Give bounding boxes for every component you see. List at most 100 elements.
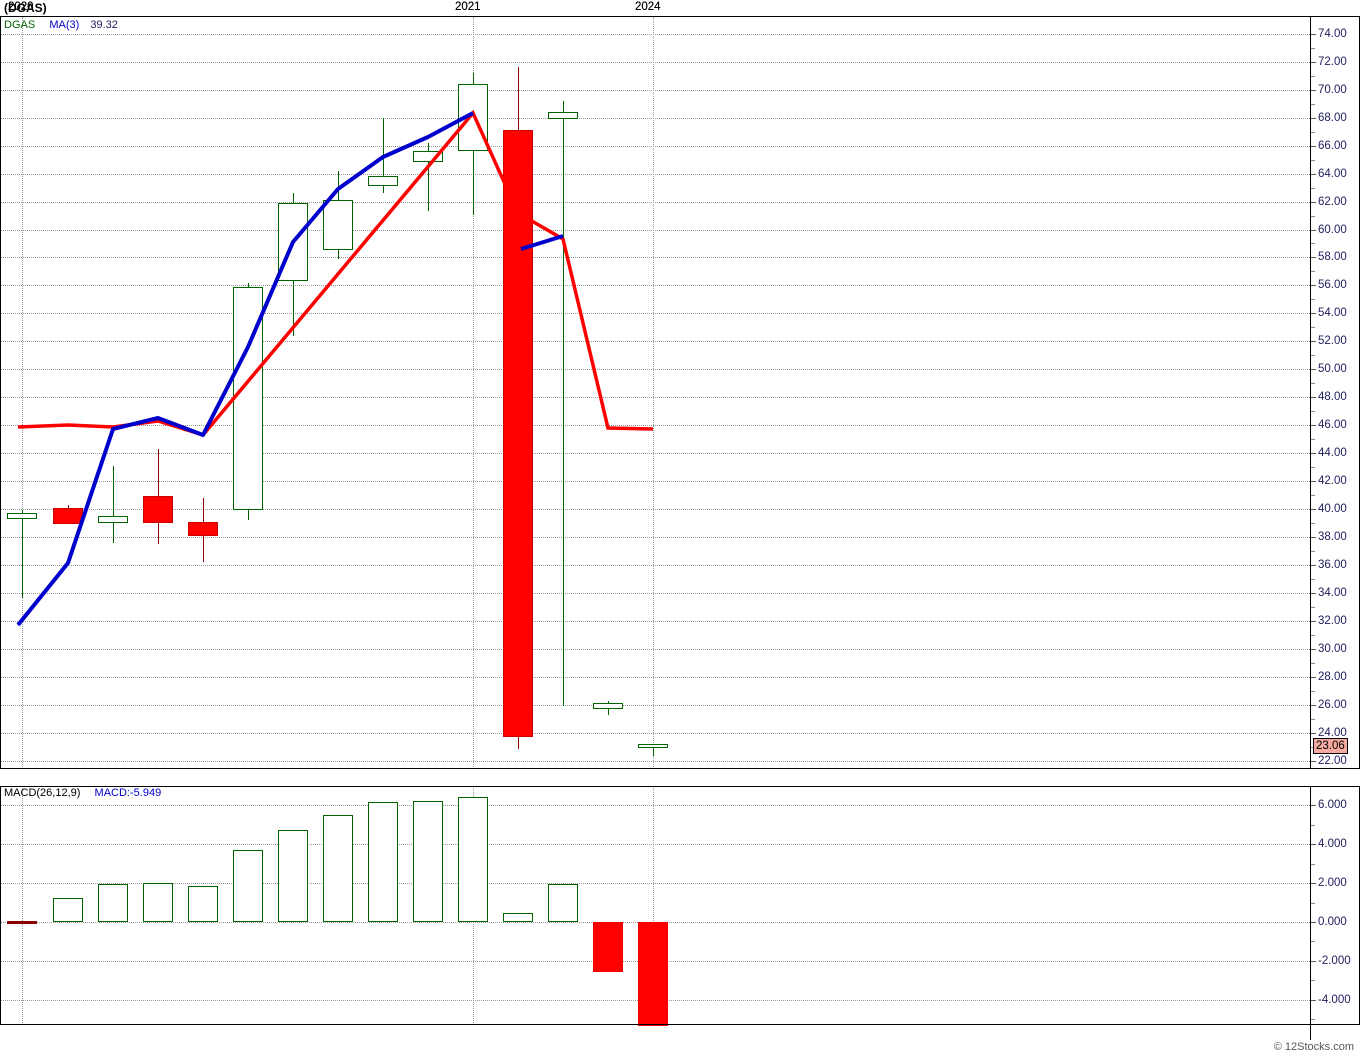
price-gridline: [0, 145, 1310, 147]
macd-axis-minor-tick: [1311, 863, 1315, 865]
price-axis-minor-tick: [1311, 606, 1315, 608]
price-axis-tick: [1311, 33, 1316, 35]
price-axis-tick: [1311, 145, 1316, 147]
price-frame-left: [0, 17, 1, 769]
price-frame-bottom: [0, 768, 1360, 769]
price-axis-label: 70.00: [1318, 83, 1347, 96]
title-bar: (DGAS): [0, 0, 1360, 17]
footer: © 12Stocks.com: [0, 1041, 1360, 1056]
price-axis-tick: [1311, 760, 1316, 762]
macd-histogram-bar: [548, 884, 578, 922]
date-axis-macd-label: 2024: [635, 1, 661, 13]
price-axis-tick: [1311, 341, 1316, 343]
legend-symbol: DGAS: [4, 19, 36, 31]
candle-body: [593, 703, 623, 709]
price-axis-tick: [1311, 173, 1316, 175]
price-axis-tick: [1311, 89, 1316, 91]
macd-axis-minor-tick: [1311, 902, 1315, 904]
price-axis-label: 56.00: [1318, 279, 1347, 292]
price-axis-label: 58.00: [1318, 251, 1347, 264]
price-overlays: [16, 109, 654, 627]
page-title: (DGAS): [4, 1, 47, 15]
macd-gridline: [0, 844, 1310, 846]
price-gridline: [0, 425, 1310, 427]
candle-body: [548, 112, 578, 119]
price-axis-label: 38.00: [1318, 531, 1347, 543]
legend-ma-label: MA(3): [49, 19, 80, 31]
price-axis-minor-tick: [1311, 299, 1315, 301]
price-gridline: [0, 313, 1310, 315]
macd-histogram-bar: [503, 913, 533, 922]
price-chart-panel: DGAS MA(3) 39.32 74.00 72.00 70.00 68.00 66.…: [0, 17, 1360, 769]
candle-body: [503, 130, 533, 737]
price-axis-tick: [1311, 564, 1316, 566]
price-axis-minor-tick: [1311, 327, 1315, 329]
legend-macd-indicator: MACD(26,12,9): [4, 787, 81, 799]
price-year-gridline: [22, 17, 23, 769]
price-gridline: [0, 648, 1310, 650]
candle-wick: [22, 510, 23, 599]
price-gridline: [0, 704, 1310, 706]
macd-axis-label: -4.000: [1318, 993, 1351, 1006]
macd-axis-label: -2.000: [1318, 954, 1351, 967]
price-axis-label: 46.00: [1318, 419, 1347, 432]
price-axis-tick: [1311, 620, 1316, 622]
price-axis-label: 28.00: [1318, 670, 1347, 683]
date-axis-macd-label: 2021: [455, 1, 481, 13]
price-gridline: [0, 481, 1310, 483]
price-axis-label: 60.00: [1318, 223, 1347, 236]
legend-macd-value: MACD:-5.949: [94, 787, 162, 799]
price-axis-label: 74.00: [1318, 27, 1347, 40]
macd-axis-minor-tick: [1311, 941, 1315, 943]
macd-histogram-bar: [413, 800, 443, 922]
price-year-gridline: [653, 17, 654, 769]
macd-histogram-bar: [7, 920, 37, 924]
price-axis-label: 62.00: [1318, 195, 1347, 208]
macd-frame-bottom: [0, 1024, 1360, 1025]
price-axis-minor-tick: [1311, 411, 1315, 413]
price-axis-label: 66.00: [1318, 139, 1347, 152]
price-axis-minor-tick: [1311, 578, 1315, 580]
macd-plot-area: [0, 786, 1310, 1040]
price-axis-label: 50.00: [1318, 363, 1347, 376]
price-gridline: [0, 61, 1310, 63]
macd-axis-minor-tick: [1311, 824, 1315, 826]
price-axis-tick: [1311, 61, 1316, 63]
price-gridline: [0, 509, 1310, 510]
price-axis-tick: [1311, 313, 1316, 315]
price-axis-tick: [1311, 481, 1316, 483]
price-gridline: [0, 760, 1310, 762]
macd-histogram-bar: [143, 883, 173, 923]
price-axis-label: 34.00: [1318, 586, 1347, 599]
price-gridline: [0, 732, 1310, 734]
price-axis-tick: [1311, 676, 1316, 678]
price-axis-minor-tick: [1311, 718, 1315, 720]
macd-axis-label: 0.000: [1318, 916, 1347, 928]
price-axis-tick: [1311, 704, 1316, 706]
price-axis-minor-tick: [1311, 523, 1315, 524]
macd-legend: MACD(26,12,9) MACD:-5.949: [4, 787, 161, 799]
macd-frame-top: [0, 786, 1360, 787]
price-gridline: [0, 33, 1310, 35]
price-axis-label: 52.00: [1318, 335, 1347, 348]
price-legend: DGAS MA(3) 39.32: [4, 19, 118, 31]
price-axis-label: 48.00: [1318, 391, 1347, 404]
macd-histogram-bar: [458, 796, 488, 922]
price-axis-minor-tick: [1311, 215, 1315, 217]
candle-wick: [113, 465, 114, 543]
price-axis-label: 72.00: [1318, 55, 1347, 68]
macd-histogram-bar: [233, 850, 263, 922]
current-price-badge: 23.06: [1313, 737, 1348, 754]
macd-histogram-bar: [278, 829, 308, 922]
price-axis-minor-tick: [1311, 243, 1315, 245]
price-axis-label: 40.00: [1318, 503, 1347, 515]
price-axis-minor-tick: [1311, 690, 1315, 692]
macd-axis: 6.000 4.000 2.000 0.000 -2.000 -4.000: [1310, 786, 1360, 1040]
candle-body: [278, 202, 308, 282]
price-gridline: [0, 369, 1310, 371]
price-axis-label: 30.00: [1318, 642, 1347, 655]
macd-gridline: [0, 805, 1310, 807]
price-axis-tick: [1311, 229, 1316, 231]
price-axis-tick: [1311, 369, 1316, 371]
macd-frame-left: [0, 786, 1, 1025]
